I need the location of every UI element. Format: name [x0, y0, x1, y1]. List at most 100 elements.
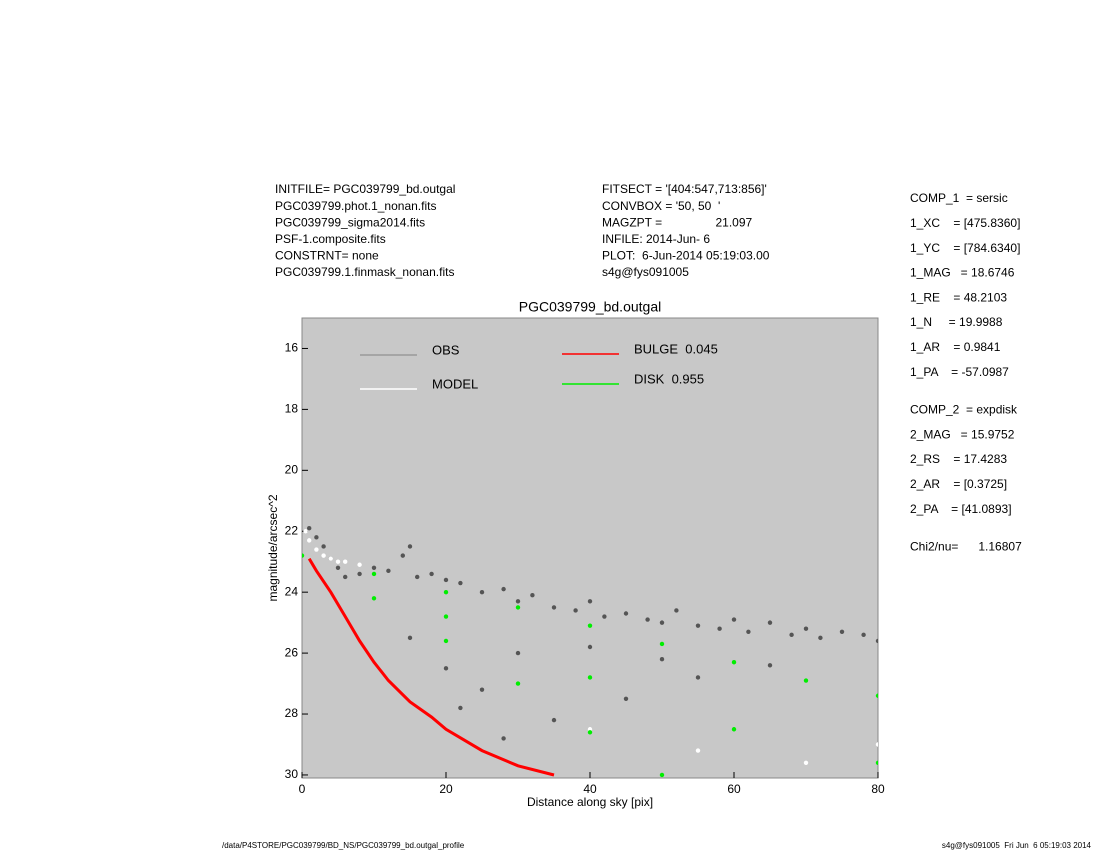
data-point: [357, 562, 362, 567]
data-point: [443, 589, 449, 595]
info-text: CONVBOX = '50, 50 ': [602, 199, 720, 213]
x-tick-label: 0: [299, 782, 306, 796]
data-point: [674, 608, 679, 613]
data-point: [307, 525, 312, 531]
data-point: [479, 687, 485, 692]
y-tick-label: 22: [285, 523, 299, 537]
data-point: [875, 693, 878, 698]
data-point: [302, 553, 305, 558]
info-text: PSF-1.composite.fits: [275, 232, 386, 246]
data-point: [587, 644, 593, 650]
data-point: [307, 538, 312, 543]
data-point: [371, 596, 377, 601]
data-point: [695, 675, 701, 680]
data-point: [767, 620, 773, 625]
plot-area: [301, 317, 879, 779]
parameter-text: COMP_2 = expdisk: [910, 403, 1018, 417]
info-text: CONSTRNT= none: [275, 249, 379, 263]
data-point: [803, 626, 809, 631]
data-point: [321, 553, 326, 558]
data-point: [645, 617, 650, 622]
data-point: [587, 675, 593, 680]
data-point: [407, 544, 413, 549]
x-tick-label: 40: [583, 782, 597, 796]
parameter-text: 2_PA = [41.0893]: [910, 502, 1012, 516]
data-point: [839, 629, 845, 634]
data-point: [659, 641, 665, 647]
info-text: FITSECT = '[404:547,713:856]': [602, 182, 767, 196]
info-text: PGC039799.phot.1_nonan.fits: [275, 199, 436, 213]
y-tick-label: 26: [285, 645, 299, 659]
data-point: [803, 678, 809, 683]
data-point: [515, 681, 521, 686]
data-point: [515, 650, 521, 656]
info-text: PGC039799.1.finmask_nonan.fits: [275, 265, 454, 279]
data-point: [861, 632, 866, 638]
x-tick-label: 60: [727, 782, 741, 796]
data-point: [530, 593, 535, 598]
x-tick-label: 20: [439, 782, 453, 796]
info-text: INFILE: 2014-Jun- 6: [602, 232, 710, 246]
data-point: [443, 614, 449, 619]
data-point: [415, 574, 420, 580]
legend-label: OBS: [432, 342, 460, 357]
info-text: PGC039799_sigma2014.fits: [275, 215, 425, 229]
data-point: [458, 705, 463, 711]
data-point: [746, 629, 751, 634]
data-point: [875, 638, 878, 644]
data-point: [343, 574, 348, 580]
data-point: [789, 632, 794, 638]
data-point: [587, 730, 593, 735]
chart-title: PGC039799_bd.outgal: [519, 299, 661, 315]
y-tick-label: 20: [285, 462, 299, 476]
series-line: [307, 557, 555, 777]
parameter-text: 1_MAG = 18.6746: [910, 266, 1015, 280]
legend-label: DISK 0.955: [634, 371, 704, 386]
data-point: [443, 577, 449, 583]
data-point: [458, 580, 463, 586]
data-point: [573, 608, 578, 613]
data-point: [695, 623, 701, 628]
data-point: [335, 565, 341, 571]
data-point: [335, 559, 341, 564]
data-point: [314, 547, 319, 552]
data-point: [695, 748, 701, 753]
data-point: [357, 571, 362, 577]
data-point: [731, 660, 737, 665]
data-point: [818, 635, 823, 641]
parameter-text: COMP_1 = sersic: [910, 191, 1008, 205]
footer-right: s4g@fys091005 Fri Jun 6 05:19:03 2014: [942, 841, 1092, 850]
parameter-text: 1_AR = 0.9841: [910, 340, 1001, 354]
data-point: [587, 623, 593, 628]
data-point: [587, 599, 593, 604]
info-text: MAGZPT = 21.097: [602, 215, 752, 229]
data-point: [479, 589, 485, 595]
info-text: PLOT: 6-Jun-2014 05:19:03.00: [602, 249, 770, 263]
y-tick-label: 30: [285, 767, 299, 781]
footer-left: /data/P4STORE/PGC039799/BD_NS/PGC039799_…: [222, 841, 465, 850]
data-point: [371, 571, 377, 577]
info-text: INITFILE= PGC039799_bd.outgal: [275, 182, 455, 196]
data-point: [443, 666, 449, 671]
y-axis-label: magnitude/arcsec^2: [266, 494, 280, 601]
data-point: [400, 553, 405, 558]
data-point: [623, 696, 629, 701]
data-point: [875, 760, 878, 765]
data-point: [501, 736, 506, 741]
data-point: [501, 586, 506, 592]
data-point: [515, 599, 521, 604]
data-point: [602, 614, 607, 619]
data-point: [731, 727, 737, 732]
info-text: s4g@fys091005: [602, 265, 689, 279]
data-point: [875, 742, 878, 747]
data-point: [767, 663, 773, 668]
data-point: [429, 571, 434, 577]
parameter-text: 1_N = 19.9988: [910, 315, 1003, 329]
parameter-text: 1_YC = [784.6340]: [910, 241, 1020, 255]
data-point: [515, 605, 521, 610]
data-point: [321, 544, 326, 549]
parameter-text: 2_MAG = 15.9752: [910, 427, 1015, 441]
parameter-text: 2_RS = 17.4283: [910, 452, 1007, 466]
data-point: [803, 760, 809, 765]
